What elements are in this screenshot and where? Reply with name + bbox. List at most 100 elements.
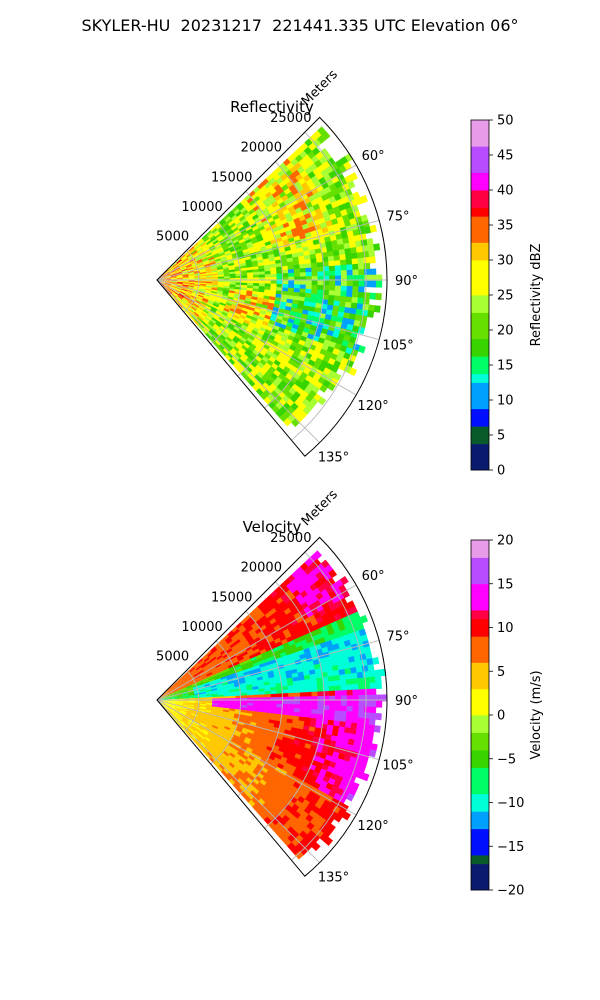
radar-cell: [176, 702, 183, 704]
radar-cell: [308, 249, 316, 256]
radar-cell: [340, 285, 348, 292]
radar-cell: [347, 180, 356, 190]
radar-cell: [210, 318, 217, 325]
radar-cell: [263, 792, 271, 800]
radar-cell: [257, 711, 265, 716]
radar-cell: [252, 271, 260, 276]
radar-cell: [176, 705, 183, 709]
radar-cell: [282, 366, 291, 374]
radar-cell: [168, 267, 174, 272]
radar-cell: [310, 678, 317, 684]
colorbar-segment: [471, 338, 489, 348]
radar-cell: [239, 734, 247, 740]
radar-cell: [199, 267, 206, 271]
radar-cell: [212, 303, 219, 308]
radar-cell: [197, 668, 204, 673]
radar-cell: [281, 707, 289, 712]
radar-cell: [328, 569, 338, 579]
radar-cell: [238, 317, 245, 323]
radar-cell: [205, 289, 212, 293]
radar-cell: [177, 680, 183, 685]
radar-cell: [191, 681, 198, 685]
radar-cell: [212, 745, 219, 752]
radar-cell: [288, 272, 295, 278]
radar-cell: [250, 796, 259, 805]
radar-cell: [205, 752, 212, 759]
radar-cell: [341, 231, 349, 240]
radar-cell: [221, 642, 229, 648]
radar-cell: [196, 728, 203, 734]
radar-cell: [352, 706, 359, 713]
radar-cell: [245, 261, 253, 266]
colorbar-segment: [471, 566, 489, 576]
radar-cell: [358, 689, 365, 696]
radar-cell: [287, 711, 294, 717]
radar-cell: [211, 658, 219, 664]
radar-cell: [175, 691, 182, 695]
radar-cell: [276, 330, 284, 337]
radar-cell: [207, 721, 214, 726]
reflectivity-colorbar-label: Reflectivity dBZ: [529, 244, 544, 347]
radar-cell: [220, 640, 227, 647]
radar-cell: [217, 708, 224, 712]
radar-cell: [264, 687, 271, 692]
radar-cell: [197, 744, 204, 751]
radar-cell: [187, 301, 193, 307]
radar-cell: [206, 701, 213, 704]
radar-cell: [193, 287, 200, 290]
radar-cell: [345, 626, 354, 635]
radar-cell: [171, 292, 177, 298]
radar-cell: [269, 713, 277, 718]
radar-cell: [224, 766, 232, 773]
colorbar-tick-label: 15: [497, 359, 514, 374]
radar-cell: [227, 716, 234, 721]
radar-cell: [251, 193, 259, 200]
radar-cell: [280, 674, 287, 680]
radar-cell: [192, 290, 199, 294]
radar-cell: [222, 330, 230, 337]
radar-cell: [228, 770, 236, 777]
radar-cell: [180, 266, 187, 270]
reflectivity-field: [158, 126, 383, 427]
radar-cell: [249, 233, 257, 240]
radar-cell: [187, 687, 194, 691]
radar-cell: [253, 794, 262, 802]
radar-cell: [297, 784, 306, 793]
radar-cell: [266, 806, 274, 815]
radar-cell: [187, 708, 194, 712]
radar-cell: [247, 744, 255, 751]
radar-cell: [304, 717, 311, 723]
radar-cell: [219, 254, 227, 259]
colorbar-tick-label: −5: [497, 752, 516, 767]
radar-cell: [205, 269, 212, 273]
radar-cell: [286, 257, 294, 263]
radar-cell: [224, 216, 232, 223]
radar-cell: [201, 720, 208, 725]
colorbar-segment: [471, 881, 489, 891]
radar-cell: [271, 226, 279, 233]
radar-cell: [293, 288, 301, 293]
radar-cell: [183, 716, 190, 721]
radar-cell: [192, 710, 199, 714]
radar-cell: [201, 256, 208, 261]
radar-cell: [159, 700, 166, 702]
radar-cell: [263, 657, 271, 664]
radar-cell: [332, 751, 340, 759]
radar-cell: [264, 314, 272, 321]
radar-cell: [214, 759, 222, 766]
radar-cell: [342, 214, 350, 222]
radar-cell: [165, 697, 172, 699]
radar-cell: [192, 711, 199, 715]
radar-cell: [268, 366, 277, 374]
radar-cell: [227, 230, 235, 236]
radar-cell: [218, 723, 226, 729]
velocity-range-ticks: 5000 10000 15000 20000 25000: [156, 531, 311, 664]
radar-cell: [253, 694, 260, 698]
radar-cell: [247, 217, 255, 224]
radar-cell: [237, 252, 245, 258]
radar-cell: [357, 717, 364, 725]
radar-cell: [245, 786, 253, 794]
radar-cell: [217, 283, 225, 287]
radar-cell: [346, 705, 353, 713]
radar-cell: [212, 672, 220, 678]
